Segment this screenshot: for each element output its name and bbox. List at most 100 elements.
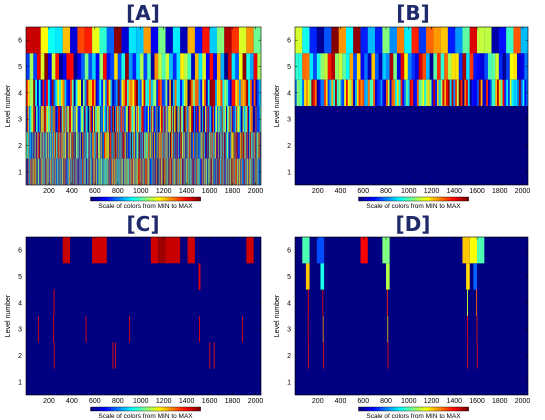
heatmap-cell [35,79,38,106]
heatmap-cell [34,106,36,133]
heatmap-cell [45,132,47,159]
heatmap-cell [422,53,427,80]
heatmap-cell [108,106,110,133]
heatmap-cell [51,132,53,159]
heatmap-cell [125,106,127,133]
heatmap-cell [92,237,107,264]
heatmap-cell [103,106,105,133]
heatmap-cell [248,132,250,159]
heatmap-cell [39,132,41,159]
heatmap-cell [232,106,234,133]
heatmap-cell [143,79,146,106]
heatmap-cell [391,79,394,106]
heatmap-cell [165,237,181,264]
heatmap-cell [80,132,81,159]
heatmap-cell [335,79,337,106]
heatmap-cell [515,79,518,106]
heatmap-cell [240,132,242,159]
colorbar-segment [168,197,171,201]
heatmap-cell [249,79,252,106]
heatmap-cell [347,79,350,106]
heatmap-cell [85,106,87,133]
colorbar-segment [436,197,439,201]
heatmap-cell [115,79,118,106]
heatmap-cell [33,106,35,133]
heatmap-cell [233,106,235,133]
heatmap-cell [223,106,225,133]
colorbar-segment [428,407,432,411]
heatmap-cell [255,132,256,159]
heatmap-cell [174,132,175,159]
heatmap-cell [104,132,105,159]
heatmap-cell [138,132,140,159]
heatmap-cell [36,132,38,159]
heatmap-cell [131,132,133,159]
heatmap-cell [92,53,96,80]
heatmap-cell [233,132,234,159]
panel-title: [C] [127,212,160,236]
heatmap-cell [132,132,133,159]
heatmap-cell [222,132,224,159]
heatmap-cell [220,132,221,159]
heatmap-cell [253,106,255,133]
heatmap-cell [46,132,48,159]
heatmap-cell [429,53,434,80]
heatmap-cell [118,106,120,133]
colorbar-segment [98,197,101,201]
heatmap-cell [60,132,61,159]
heatmap-cell [322,316,324,343]
heatmap-cell [320,79,323,106]
heatmap-cell [48,132,49,159]
heatmap-cell [166,132,167,159]
heatmap-cell [418,27,427,54]
heatmap-cell [165,132,167,159]
heatmap-cell [418,79,421,106]
heatmap-cell [477,237,485,264]
heatmap-cell [123,132,125,159]
heatmap-cell [99,27,107,54]
heatmap-cell [433,27,441,54]
heatmap-cell [435,79,438,106]
heatmap-cell [150,106,152,133]
heatmap-cell [39,106,41,133]
heatmap-cell [309,27,317,54]
heatmap-cell [420,79,423,106]
heatmap-cell [175,132,177,159]
heatmap-cell [151,106,153,133]
heatmap-cell [33,27,41,54]
x-tick-label: 2000 [248,188,264,195]
heatmap-cell [68,132,69,159]
colorbar-segment [388,197,392,201]
heatmap-cell [237,132,238,159]
heatmap-cell [386,53,390,80]
heatmap-cell [218,132,220,159]
heatmap-cell [172,27,181,54]
heatmap-cell [296,79,299,106]
colorbar-segment [110,197,114,201]
heatmap-cell [254,132,256,159]
heatmap-cell [94,132,95,159]
colorbar-segment [408,197,412,201]
x-tick-label: 400 [66,398,78,405]
heatmap-cell [307,342,309,369]
heatmap-cell [230,132,231,159]
heatmap-cell [373,79,376,106]
heatmap-cell [225,132,227,159]
heatmap-cell [82,106,84,133]
heatmap-cell [166,132,168,159]
heatmap-cell [156,106,158,133]
heatmap-cell [247,132,248,159]
heatmap-cell [353,53,357,80]
heatmap-cell [382,237,390,264]
heatmap-cell [102,132,104,159]
colorbar-segment [433,407,437,411]
heatmap-cell [187,132,188,159]
colorbar-segment [155,197,159,201]
heatmap-cell [451,79,454,106]
heatmap-cell [471,79,474,106]
heatmap-cell [467,342,469,369]
colorbar-frame [90,406,201,412]
heatmap-cell [186,106,188,133]
heatmap-cell [161,132,162,159]
